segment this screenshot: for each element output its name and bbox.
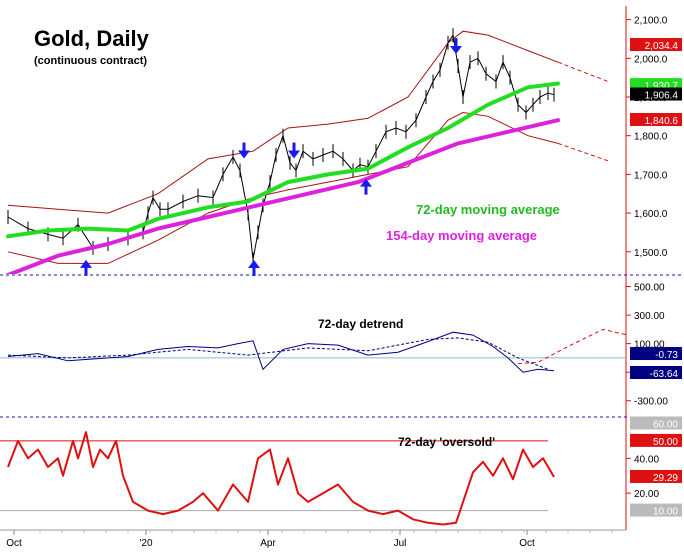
detrend-projection bbox=[517, 328, 626, 365]
x-tick-label: Apr bbox=[260, 538, 276, 549]
value-label: 50.00 bbox=[630, 433, 682, 448]
x-tick-label: '20 bbox=[139, 538, 152, 549]
ma72-line bbox=[6, 81, 560, 239]
value-label-box bbox=[630, 416, 682, 430]
cycle-top-arrow bbox=[238, 142, 250, 159]
price-line bbox=[7, 33, 555, 260]
cycle-bottom-arrow bbox=[80, 259, 92, 276]
value-label-box bbox=[630, 503, 682, 517]
value-label-text: 60.00 bbox=[653, 419, 678, 430]
value-label-text: 2,034.4 bbox=[645, 41, 679, 52]
arrow-head bbox=[238, 150, 250, 159]
value-label-text: -0.73 bbox=[655, 350, 678, 361]
ma72-annotation: 72-day moving average bbox=[416, 202, 560, 217]
value-label: -0.73 bbox=[630, 347, 682, 361]
x-tick-label: Oct bbox=[6, 538, 22, 549]
y-tick-label: 1,600.0 bbox=[634, 209, 668, 220]
y-tick-label: 1,500.0 bbox=[634, 248, 668, 259]
value-label: 1,840.6 bbox=[630, 112, 682, 127]
oversold-title: 72-day 'oversold' bbox=[398, 435, 495, 449]
value-label-text: 1,906.4 bbox=[645, 91, 679, 102]
value-label: -63.64 bbox=[630, 365, 682, 380]
value-label: 1,906.4 bbox=[630, 87, 682, 102]
x-axis-ticks: Oct '20 Apr Jul Oct bbox=[6, 530, 613, 549]
arrow-head bbox=[288, 150, 300, 159]
detrend-panel bbox=[0, 328, 626, 373]
arrow-head bbox=[360, 178, 372, 187]
value-label-box bbox=[630, 112, 682, 126]
value-label-text: 29.29 bbox=[653, 473, 678, 484]
y-tick-label: -300.00 bbox=[634, 397, 668, 408]
ma154-annotation: 154-day moving average bbox=[386, 228, 537, 243]
value-label-box bbox=[630, 347, 682, 361]
arrow-head bbox=[248, 260, 260, 268]
y-tick-label: 500.00 bbox=[634, 283, 665, 294]
chart-title: Gold, Daily bbox=[34, 26, 150, 51]
lower-band-projection bbox=[557, 142, 609, 162]
price-panel bbox=[6, 28, 609, 274]
y-tick-label: 1,800.0 bbox=[634, 132, 668, 143]
value-label-box bbox=[630, 87, 682, 101]
upper-band-line bbox=[7, 30, 559, 214]
x-tick-label: Oct bbox=[519, 538, 535, 549]
detrend-line bbox=[7, 331, 555, 373]
arrow-head bbox=[450, 46, 462, 55]
lower-band-line bbox=[7, 111, 559, 264]
value-label: 29.29 bbox=[630, 469, 682, 484]
ma154-line bbox=[6, 118, 560, 274]
detrend-smoothed-line bbox=[7, 337, 549, 370]
value-label: 2,034.4 bbox=[630, 37, 682, 52]
value-label-text: 50.00 bbox=[653, 437, 678, 448]
x-tick-label: Jul bbox=[394, 538, 407, 549]
cycle-top-arrow bbox=[450, 38, 462, 55]
oversold-y-ticks: 40.00 20.00 bbox=[626, 454, 659, 500]
chart-subtitle: (continuous contract) bbox=[34, 55, 147, 67]
value-label-text: 1,840.6 bbox=[645, 116, 679, 127]
y-tick-label: 1,700.0 bbox=[634, 170, 668, 181]
y-tick-label: 300.00 bbox=[634, 311, 665, 322]
cycle-arrows bbox=[80, 38, 462, 276]
cycle-top-arrow bbox=[288, 142, 300, 159]
arrow-head bbox=[80, 259, 92, 268]
value-label-box bbox=[630, 469, 682, 483]
value-label-box bbox=[630, 365, 682, 379]
value-label: 10.00 bbox=[630, 503, 682, 518]
value-labels: 2,034.4 1,930.71,906.4 1,840.6 -0.73 -63.64 6… bbox=[630, 37, 682, 518]
y-tick-label: 40.00 bbox=[634, 454, 659, 465]
value-label: 60.00 bbox=[630, 416, 682, 430]
value-label-box bbox=[630, 37, 682, 51]
detrend-title: 72-day detrend bbox=[318, 317, 403, 331]
y-tick-label: 2,000.0 bbox=[634, 54, 668, 65]
oversold-line bbox=[7, 431, 555, 526]
value-label-text: 1,930.7 bbox=[645, 81, 679, 92]
y-tick-label: 20.00 bbox=[634, 489, 659, 500]
cycle-bottom-arrow bbox=[360, 178, 372, 195]
value-label-text: -63.64 bbox=[650, 369, 679, 380]
value-label-box bbox=[630, 433, 682, 447]
value-label-text: 10.00 bbox=[653, 507, 678, 518]
cycle-bottom-arrow bbox=[248, 260, 260, 276]
upper-band-projection bbox=[557, 61, 609, 82]
y-tick-label: 100.00 bbox=[634, 340, 665, 351]
oversold-panel bbox=[0, 431, 555, 526]
y-tick-label: 2,100.0 bbox=[634, 16, 668, 27]
